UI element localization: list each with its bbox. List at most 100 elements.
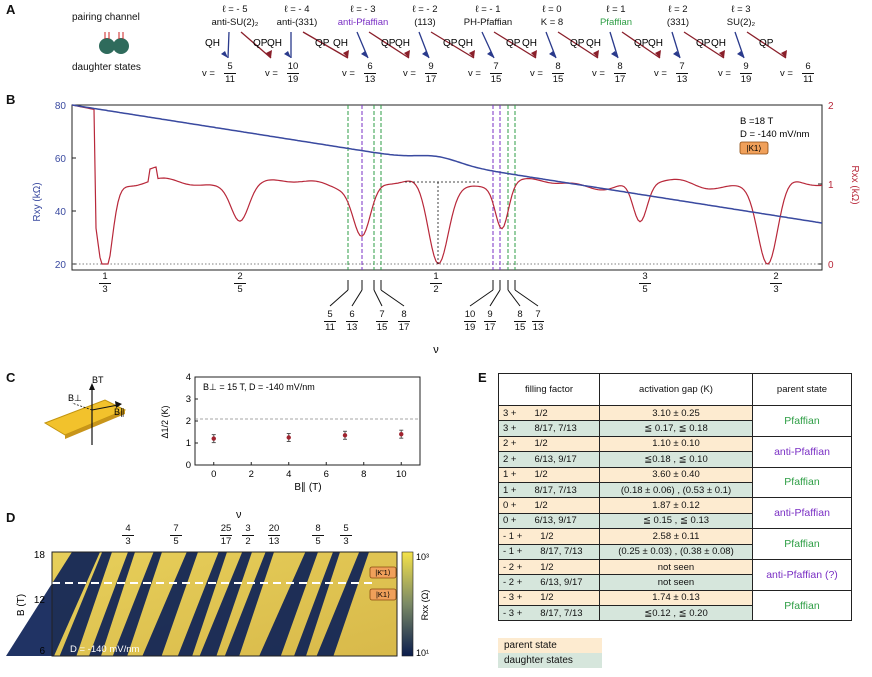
parent-state-cell: Pfaffian — [752, 589, 852, 622]
channel-index: ℓ = - 1 — [475, 4, 501, 15]
frac-numerator: 8 — [315, 523, 321, 534]
filling-value: 1/2 — [534, 469, 548, 481]
legend-daughter: daughter states — [498, 653, 602, 668]
qh-arrow — [227, 31, 230, 59]
filling-value: 8/17, 7/13 — [534, 423, 577, 435]
incompressible-band — [59, 552, 112, 656]
incompressible-band — [177, 552, 227, 656]
qp-arrow — [240, 31, 272, 59]
header-gap: activation gap (K) — [599, 373, 753, 406]
frac-numerator: 8 — [617, 61, 623, 72]
nu-prefix: v = — [202, 68, 215, 79]
daughter-fraction: 5 11 — [224, 62, 236, 85]
rxy-tick: 40 — [55, 207, 67, 218]
daughter-states-label: daughter states — [72, 62, 141, 73]
frac-denominator: 13 — [346, 322, 358, 333]
frac-numerator: 10 — [287, 61, 299, 72]
k1-badge-text: |K1⟩ — [747, 144, 762, 153]
qh-arrowhead — [361, 51, 368, 58]
daughter-fraction: 8 17 — [614, 62, 626, 85]
electron-pair-icon — [99, 32, 129, 54]
landau-index: 3 + — [503, 423, 517, 435]
fraction-leader — [507, 289, 521, 307]
landau-index: - 2 + — [503, 576, 523, 588]
qp-arrowhead — [266, 50, 272, 58]
frac-numerator: 8 — [555, 61, 561, 72]
panel-d-label: D — [6, 510, 16, 525]
legend-parent: parent state — [498, 638, 602, 653]
d-filling-fraction: 25 17 — [220, 524, 232, 547]
daughter-fraction: 7 13 — [532, 310, 544, 333]
daughter-fraction: 6 13 — [346, 310, 358, 333]
panel-a-arrows: QH QP QH QP QH QP QH QP QH QP QH QP QH QP QH QP QH QP — [205, 31, 787, 59]
channel-name: (113) — [414, 17, 436, 28]
frac-denominator: 5 — [173, 536, 179, 547]
qh-label: QH — [648, 38, 663, 49]
channel-name: anti-Pfaffian — [337, 17, 389, 28]
frac-numerator: 5 — [327, 309, 333, 320]
frac-denominator: 17 — [484, 322, 496, 333]
frac-denominator: 13 — [532, 322, 544, 333]
d-ylabel: B (T) — [16, 594, 27, 616]
fraction-leader — [469, 289, 494, 307]
frac-numerator: 8 — [401, 309, 407, 320]
qp-arrow — [493, 31, 537, 59]
daughter-fraction: 8 17 — [398, 310, 410, 333]
qh-arrow — [671, 31, 681, 59]
fraction-leader — [373, 289, 383, 307]
gap-point — [211, 436, 216, 441]
bpar-label: B∥ — [114, 407, 125, 417]
c-xtick: 4 — [286, 469, 291, 480]
rxx-curve — [71, 104, 823, 265]
qp-label: QP — [253, 38, 268, 49]
d-ytick-12: 12 — [34, 595, 46, 606]
bperp-label: B⊥ — [68, 393, 82, 403]
frac-denominator: 2 — [433, 284, 439, 295]
daughter-fraction: 7 15 — [376, 310, 388, 333]
qp-arrow — [430, 31, 475, 59]
landau-index: - 3 + — [503, 592, 523, 604]
bt-label: BT — [92, 375, 104, 385]
gap-cell: 2.58 ± 0.11 — [599, 528, 753, 545]
nu-prefix: v = — [592, 68, 605, 79]
nu-prefix: v = — [403, 68, 416, 79]
qh-label: QH — [205, 38, 220, 49]
frac-numerator: 3 — [642, 271, 648, 282]
frac-denominator: 13 — [676, 74, 688, 85]
qh-arrow — [609, 31, 619, 59]
frac-denominator: 19 — [740, 74, 752, 85]
qp-arrowhead — [469, 50, 475, 58]
filling-value: 1/2 — [540, 561, 554, 573]
landau-index: 0 + — [503, 500, 517, 512]
frac-denominator: 15 — [376, 322, 388, 333]
colorbar — [401, 551, 414, 657]
frac-numerator: 5 — [343, 523, 349, 534]
fraction-leader — [351, 289, 363, 307]
frac-numerator: 8 — [517, 309, 523, 320]
qh-arrow — [418, 31, 430, 59]
channel-name: SU(2)₂ — [726, 17, 756, 28]
frac-denominator: 13 — [268, 536, 280, 547]
fraction-leader — [489, 289, 501, 307]
gap-cell: (0.25 ± 0.03) , (0.38 ± 0.08) — [599, 543, 753, 560]
qp-label: QP — [506, 38, 521, 49]
frac-numerator: 7 — [493, 61, 499, 72]
qp-arrow — [683, 31, 725, 59]
table-row: - 3 + 1/2 1.74 ± 0.13 Pfaffian — [498, 589, 852, 622]
filling-value: 8/17, 7/13 — [540, 546, 583, 558]
channel-name: anti-SU(2)₂ — [211, 17, 259, 28]
qp-arrowhead — [719, 50, 725, 58]
c-ytick: 3 — [186, 394, 191, 405]
qh-arrow — [356, 31, 369, 59]
channel-index: ℓ = - 5 — [222, 4, 248, 15]
filling-value: 1/2 — [540, 592, 554, 604]
gap-cell: 1.87 ± 0.12 — [599, 497, 753, 514]
nu-prefix: v = — [530, 68, 543, 79]
landau-index: 1 + — [503, 469, 517, 481]
d-displacement: D = -140 mV/nm — [70, 644, 140, 655]
